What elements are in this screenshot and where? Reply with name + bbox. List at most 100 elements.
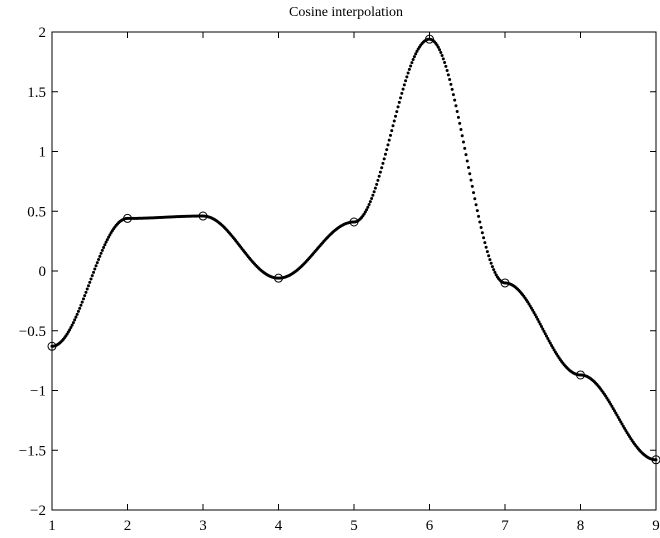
curve-sample-dot — [371, 193, 375, 197]
curve-sample-dot — [66, 330, 70, 334]
curve-sample-dot — [74, 315, 78, 319]
curve-sample-dot — [95, 261, 99, 265]
curve-sample-dot — [472, 191, 476, 195]
curve-sample-dot — [454, 104, 458, 108]
curve-sample-dot — [489, 261, 493, 265]
curve-sample-dot — [363, 210, 367, 214]
curve-sample-dot — [366, 205, 370, 209]
curve-sample-dot — [478, 220, 482, 224]
curve-sample-dot — [443, 60, 447, 64]
curve-sample-dot — [493, 270, 497, 274]
curve-sample-dot — [102, 246, 106, 250]
y-tick-label: −2 — [30, 503, 46, 519]
curve-sample-dot — [100, 248, 104, 252]
curve-sample-dot — [391, 124, 395, 128]
curve-sample-dot — [618, 418, 622, 422]
x-tick-label: 3 — [199, 518, 207, 534]
curve-sample-dot — [92, 270, 96, 274]
curve-sample-dot — [99, 251, 103, 255]
x-axis-ticks: 1 2 3 4 5 6 7 8 9 — [48, 32, 660, 534]
curve-sample-dot — [473, 197, 477, 201]
curve-sample-dot — [449, 82, 453, 86]
curve-sample-dot — [78, 306, 82, 310]
curve-sample-dot — [370, 197, 374, 201]
x-tick-label: 8 — [577, 518, 585, 534]
curve-sample-dot — [474, 203, 478, 207]
curve-sample-dot — [614, 411, 618, 415]
y-tick-label: 2 — [39, 25, 47, 41]
curve-sample-dot — [387, 138, 391, 142]
curve-sample-dot — [104, 240, 108, 244]
curve-sample-dot — [446, 73, 450, 77]
curve-sample-dot — [542, 329, 546, 333]
curve-sample-dot — [440, 54, 444, 58]
data-point-marker — [198, 211, 208, 221]
curve-sample-dot — [448, 77, 452, 81]
curve-sample-dot — [533, 313, 537, 317]
curve-sample-dot — [551, 346, 555, 350]
curve-sample-dot — [487, 254, 491, 258]
curve-sample-dot — [94, 264, 98, 268]
x-tick-label: 2 — [124, 518, 132, 534]
curve-sample-dot — [546, 337, 550, 341]
curve-sample-dot — [534, 315, 538, 319]
curve-sample-dot — [465, 159, 469, 163]
curve-sample-dot — [89, 277, 93, 281]
curve-sample-dot — [620, 422, 624, 426]
y-tick-label: −1 — [30, 384, 46, 400]
curve-sample-dot — [75, 312, 79, 316]
curve-sample-dot — [615, 413, 619, 417]
curve-sample-dot — [68, 328, 72, 332]
curve-sample-dot — [373, 186, 377, 190]
curve-sample-dot — [470, 184, 474, 188]
curve-sample-dot — [469, 178, 473, 182]
curve-sample-dot — [459, 128, 463, 132]
curve-sample-dot — [539, 325, 543, 329]
curve-sample-dot — [484, 245, 488, 249]
curve-sample-dot — [409, 64, 413, 68]
curve-sample-dot — [394, 114, 398, 118]
curve-sample-dot — [365, 208, 369, 212]
curve-sample-dot — [76, 309, 80, 313]
data-point-marker — [123, 213, 132, 223]
curve-sample-dot — [483, 241, 487, 245]
curve-sample-dot — [103, 243, 107, 247]
x-tick-label: 7 — [501, 518, 509, 534]
curve-sample-dot — [482, 236, 486, 240]
y-tick-label: −1.5 — [19, 443, 46, 459]
curve-sample-dot — [400, 91, 404, 95]
curve-sample-dot — [545, 334, 549, 338]
y-tick-label: 1 — [39, 145, 47, 161]
curve-sample-dot — [97, 257, 101, 261]
curve-sample-dot — [93, 267, 97, 271]
curve-sample-dot — [612, 409, 616, 413]
curve-sample-dot — [438, 48, 442, 52]
data-point-marker — [274, 273, 283, 283]
curve-sample-dot — [464, 153, 468, 157]
curve-sample-dot — [412, 55, 416, 59]
curve-sample-dot — [383, 152, 387, 156]
curve-sample-dot — [475, 209, 479, 213]
y-axis-ticks: 2 1.5 1 0.5 0 −0.5 −1 −1.5 −2 — [19, 25, 656, 519]
curve-sample-dot — [90, 274, 94, 278]
curve-sample-dot — [619, 420, 623, 424]
curve-sample-dot — [81, 297, 85, 301]
curve-sample-dot — [455, 109, 459, 113]
curve-sample-dot — [541, 327, 545, 331]
interpolated-curve — [50, 37, 658, 462]
curve-sample-dot — [492, 268, 496, 272]
x-tick-label: 5 — [350, 518, 358, 534]
curve-sample-dot — [406, 71, 410, 75]
curve-sample-dot — [399, 96, 403, 100]
curve-sample-dot — [529, 306, 533, 310]
curve-sample-dot — [532, 310, 536, 314]
curve-sample-dot — [80, 300, 84, 304]
curve-sample-dot — [550, 343, 554, 347]
curve-sample-dot — [536, 317, 540, 321]
curve-sample-dot — [380, 166, 384, 170]
curve-sample-dot — [376, 178, 380, 182]
curve-sample-dot — [548, 341, 552, 345]
x-tick-label: 9 — [652, 518, 660, 534]
y-tick-label: 1.5 — [27, 85, 46, 101]
x-tick-label: 4 — [275, 518, 283, 534]
